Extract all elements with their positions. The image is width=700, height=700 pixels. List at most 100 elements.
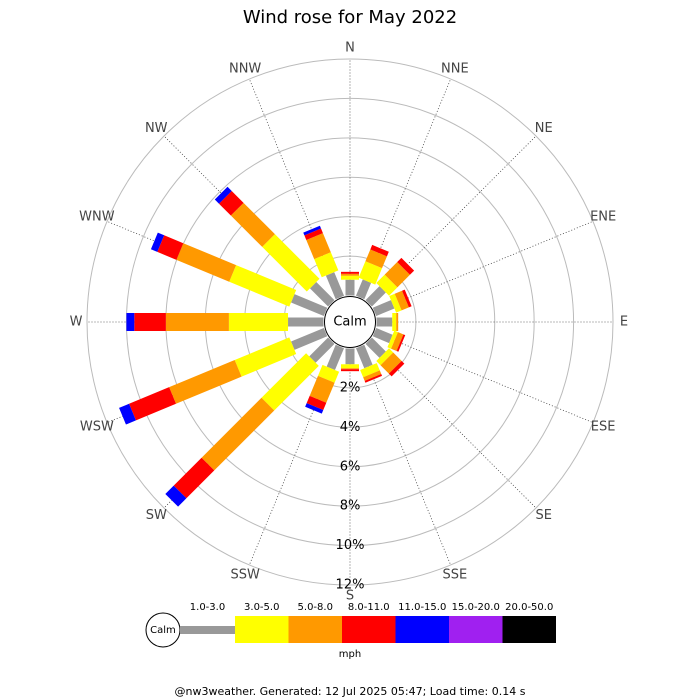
- bar-segment: [391, 332, 404, 352]
- direction-bar: [355, 344, 383, 383]
- direction-label: N: [345, 41, 355, 56]
- bar-segment: [165, 485, 187, 507]
- bar-segment: [345, 348, 355, 365]
- direction-bar: [372, 289, 412, 317]
- bar-segment: [214, 186, 232, 204]
- bar-segment: [309, 375, 335, 403]
- direction-label: W: [70, 315, 83, 330]
- bar-segment: [288, 317, 324, 327]
- bar-segment: [291, 294, 328, 317]
- bar-segment: [384, 262, 410, 288]
- direction-label: NNE: [441, 61, 469, 76]
- ring-tick-label: 4%: [340, 420, 361, 435]
- direction-bar: [376, 313, 399, 331]
- direction-label: WSW: [80, 419, 114, 434]
- bar-segment: [305, 403, 324, 414]
- direction-label: S: [346, 589, 354, 604]
- bar-segment: [169, 360, 242, 404]
- direction-label: SSE: [442, 568, 467, 583]
- bar-segment: [134, 313, 166, 331]
- calm-label: Calm: [333, 315, 366, 330]
- bar-segment: [201, 397, 275, 471]
- ring-tick-label: 6%: [340, 459, 361, 474]
- ring-tick-label: 8%: [340, 499, 361, 514]
- bar-segment: [365, 249, 387, 269]
- bar-segment: [341, 368, 359, 370]
- legend-label: 15.0-20.0: [452, 602, 500, 613]
- bar-segment: [397, 257, 415, 275]
- direction-label: NW: [145, 121, 168, 136]
- direction-label: E: [620, 315, 628, 330]
- legend-swatch: [180, 626, 235, 634]
- bar-segment: [309, 281, 335, 307]
- direction-bar: [305, 344, 345, 414]
- direction-label: ENE: [590, 210, 616, 225]
- bar-segment: [173, 457, 215, 499]
- bar-segment: [394, 290, 409, 311]
- calm-circle: [324, 296, 376, 348]
- bar-segment: [291, 327, 328, 350]
- bar-segment: [365, 337, 386, 358]
- bar-segment: [261, 353, 319, 411]
- bar-segment: [389, 293, 402, 313]
- bar-segment: [392, 313, 397, 331]
- bar-segment: [157, 235, 184, 260]
- spoke: [374, 220, 594, 313]
- direction-bar: [126, 313, 324, 331]
- chart-title: Wind rose for May 2022: [243, 7, 457, 28]
- bar-segment: [396, 313, 399, 331]
- legend-label: 1.0-3.0: [190, 602, 225, 613]
- bar-segment: [126, 313, 135, 331]
- bar-segment: [380, 352, 402, 374]
- bar-segment: [228, 313, 289, 331]
- bar-segment: [176, 243, 237, 282]
- direction-bar: [119, 327, 328, 425]
- bar-segment: [365, 286, 386, 307]
- spoke: [374, 331, 594, 424]
- bar-segment: [341, 275, 359, 280]
- legend-swatch: [288, 616, 342, 643]
- direction-label: SW: [146, 508, 167, 523]
- bar-segment: [314, 252, 339, 278]
- bar-segment: [306, 395, 327, 411]
- legend-label: 20.0-50.0: [505, 602, 553, 613]
- bar-segment: [317, 364, 340, 383]
- bar-segment: [387, 330, 398, 349]
- ring-tick-label: 10%: [336, 538, 365, 553]
- bar-segment: [376, 348, 394, 366]
- bar-segment: [370, 244, 389, 257]
- bar-segment: [230, 202, 275, 247]
- direction-bar: [365, 257, 415, 307]
- direction-bar: [150, 232, 328, 317]
- bar-segment: [360, 363, 380, 378]
- bar-segment: [401, 289, 412, 308]
- direction-label: SSW: [230, 568, 260, 583]
- direction-label: WNW: [79, 210, 115, 225]
- bar-segment: [229, 265, 297, 307]
- bar-segment: [129, 387, 177, 421]
- legend-swatch: [395, 616, 449, 643]
- bar-segment: [326, 344, 345, 371]
- legend-label: 8.0-11.0: [348, 602, 390, 613]
- unit-label: mph: [339, 649, 361, 660]
- legend-label: 3.0-5.0: [244, 602, 279, 613]
- direction-bar: [365, 337, 405, 377]
- legend-swatch: [502, 616, 556, 643]
- bar-segment: [306, 233, 331, 260]
- legend-label: 11.0-15.0: [398, 602, 446, 613]
- bar-segment: [304, 228, 323, 240]
- direction-bar: [355, 244, 389, 300]
- bar-segment: [325, 272, 345, 300]
- bar-segment: [150, 232, 165, 252]
- bar-segment: [262, 234, 320, 292]
- legend-swatch: [449, 616, 503, 643]
- bar-segment: [372, 327, 393, 344]
- ring-tick-label: 2%: [340, 380, 361, 395]
- bar-segment: [355, 344, 373, 369]
- footer: @nw3weather. Generated: 12 Jul 2025 05:4…: [175, 685, 526, 698]
- legend-swatch: [235, 616, 289, 643]
- bar-segment: [218, 190, 244, 216]
- ring-tick-label: 12%: [336, 578, 365, 593]
- direction-label: ESE: [591, 419, 616, 434]
